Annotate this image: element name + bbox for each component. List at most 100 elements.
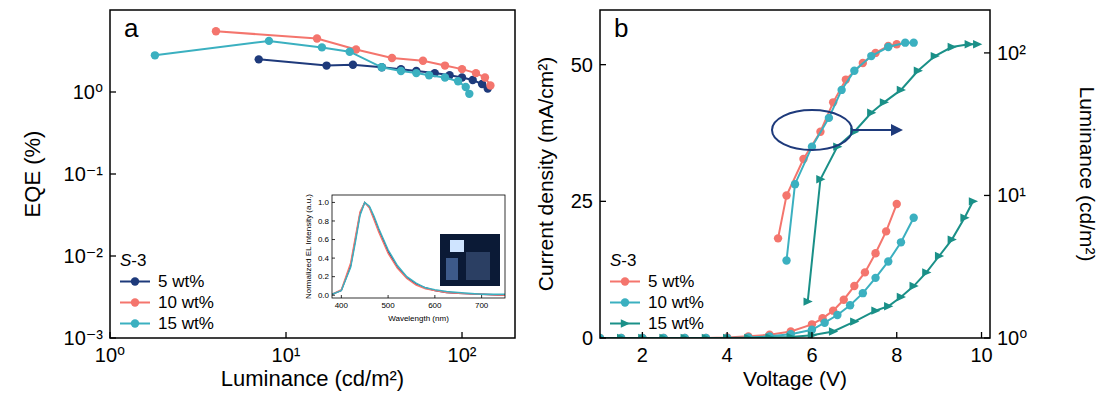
data-point <box>441 61 449 69</box>
data-point <box>481 73 489 81</box>
data-point <box>871 274 879 282</box>
series-line <box>600 218 914 338</box>
x-axis-title: Luminance (cd/m²) <box>221 366 404 391</box>
series-line <box>778 44 897 238</box>
data-point <box>441 73 449 81</box>
y-tick <box>332 258 335 259</box>
data-point <box>825 114 833 122</box>
photo-detail <box>446 258 458 280</box>
legend: S-35 wt%10 wt%15 wt% <box>120 251 214 334</box>
legend-marker <box>131 298 139 306</box>
data-point <box>808 331 817 338</box>
data-point <box>388 54 396 62</box>
data-point <box>850 67 858 75</box>
series-line <box>332 202 505 295</box>
y2-tick-label: 10⁰ <box>997 327 1027 349</box>
data-point <box>804 297 813 305</box>
data-point <box>840 296 848 304</box>
x-tick <box>341 295 342 298</box>
data-point <box>850 317 859 325</box>
legend-marker <box>621 277 629 285</box>
y-tick <box>332 220 335 221</box>
x-tick-label: 500 <box>381 301 395 310</box>
data-point <box>871 306 880 314</box>
x-axis-title: Wavelength (nm) <box>388 314 449 323</box>
data-point <box>973 40 982 48</box>
plot-area <box>600 38 982 338</box>
x-tick-label: 700 <box>475 301 489 310</box>
data-point <box>454 77 462 85</box>
y2-axis-title: Luminance (cd/m²) <box>1076 86 1099 261</box>
photo-detail <box>466 252 490 280</box>
y-tick-label: 10⁻² <box>64 245 104 267</box>
y-tick-label: 0.6 <box>318 235 330 244</box>
y-tick <box>332 276 335 277</box>
legend-title: S-3 <box>610 251 636 270</box>
data-point <box>833 311 841 319</box>
y-tick-label: 0.8 <box>318 217 330 226</box>
y2-tick <box>984 195 990 196</box>
data-point <box>893 200 901 208</box>
series-line <box>332 202 505 295</box>
y-tick <box>110 255 116 256</box>
plot-area <box>151 27 495 98</box>
data-point <box>458 65 466 73</box>
plot-frame <box>332 195 505 298</box>
data-point <box>787 333 796 338</box>
x-tick-label: 10¹ <box>272 344 301 366</box>
y2-tick <box>984 337 990 338</box>
x-tick-label: 10² <box>448 344 477 366</box>
data-point <box>867 52 875 60</box>
photo-background <box>440 234 500 286</box>
y-tick <box>110 91 116 92</box>
data-point <box>318 43 326 51</box>
y-tick-label: 10⁻¹ <box>64 163 104 185</box>
data-point <box>965 40 974 48</box>
data-point <box>861 268 869 276</box>
series-line <box>216 31 490 85</box>
x-tick-label: 600 <box>428 301 442 310</box>
plot-frame <box>600 10 990 338</box>
data-point <box>931 52 940 60</box>
x-tick <box>811 332 812 338</box>
x-tick-label: 10 <box>970 344 992 366</box>
data-point <box>378 63 386 71</box>
y-tick <box>600 201 606 202</box>
annotation-arrowhead <box>891 124 903 136</box>
x-tick <box>727 332 728 338</box>
x-tick-label: 2 <box>637 344 648 366</box>
data-point <box>791 180 799 188</box>
x-tick-label: 400 <box>335 301 349 310</box>
y-tick <box>332 239 335 240</box>
data-point <box>816 175 825 183</box>
legend-label: 15 wt% <box>648 314 704 333</box>
y-tick <box>332 202 335 203</box>
data-point <box>782 256 790 264</box>
x-tick <box>434 295 435 298</box>
data-point <box>472 69 480 77</box>
y-tick-label: 0 <box>582 327 593 349</box>
panel: 10⁰10¹10²10⁻³10⁻²10⁻¹10⁰Luminance (cd/m²… <box>20 10 515 391</box>
legend-marker <box>131 319 139 327</box>
legend-label: 5 wt% <box>648 272 694 291</box>
data-point <box>909 38 917 46</box>
data-point <box>884 302 893 310</box>
annotation-ellipse <box>772 110 852 150</box>
panel-label: a <box>124 13 139 43</box>
plot-area <box>332 202 505 295</box>
y-tick-label: 0.0 <box>318 291 330 300</box>
y-axis-title: EQE (%) <box>20 131 45 218</box>
data-point <box>265 37 273 45</box>
series-line <box>808 44 978 301</box>
y-tick-label: 25 <box>571 190 593 212</box>
data-point <box>313 34 321 42</box>
data-point <box>960 214 969 222</box>
legend-title: S-3 <box>120 251 146 270</box>
data-point <box>212 27 220 35</box>
y-tick <box>110 337 116 338</box>
x-tick <box>461 332 462 338</box>
data-point <box>397 67 405 75</box>
data-point <box>774 234 782 242</box>
data-point <box>867 109 876 117</box>
data-point <box>880 98 889 106</box>
